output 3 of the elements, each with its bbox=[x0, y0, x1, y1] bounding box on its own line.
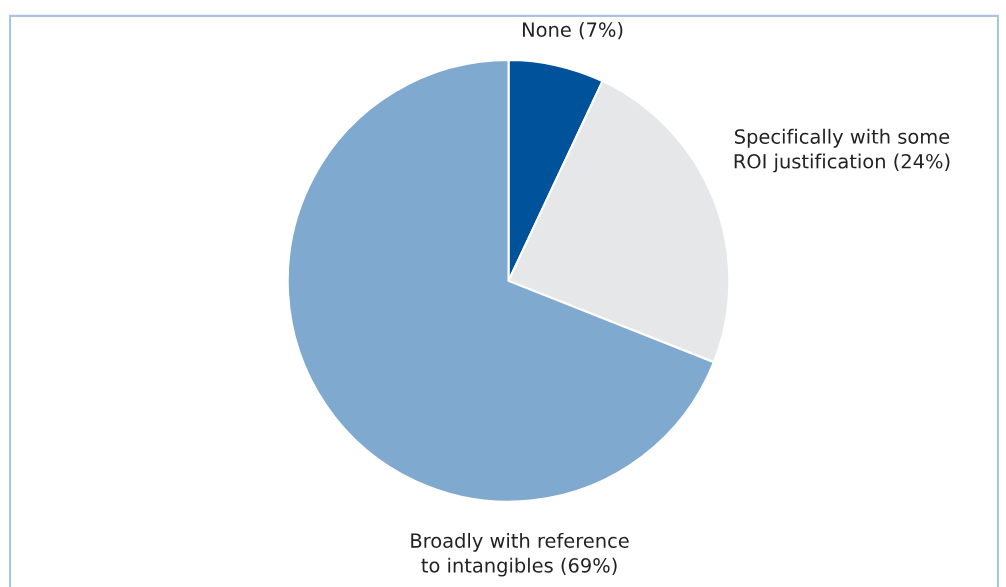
slice-label: Specifically with some ROI justification (24%) bbox=[734, 128, 950, 173]
slice-label: Broadly with reference to intangibles (69%) bbox=[411, 532, 629, 577]
slice-label: None (7%) bbox=[523, 21, 623, 40]
